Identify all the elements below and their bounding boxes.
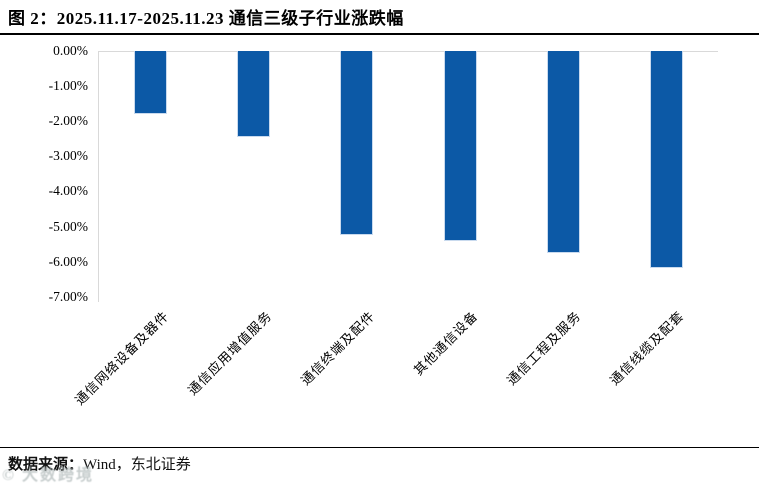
bar: [134, 51, 168, 114]
bar: [237, 51, 271, 138]
bar: [649, 51, 683, 268]
x-category-label: 通信网络设备及器件: [71, 308, 172, 408]
x-category-label: 通信线缆及配套: [607, 308, 688, 389]
y-axis-line: [98, 51, 99, 302]
y-tick-label: -7.00%: [48, 288, 88, 304]
zero-gridline: [99, 51, 718, 52]
title-divider: [0, 33, 759, 35]
footer-divider: [0, 447, 759, 448]
source-value: Wind，东北证券: [83, 457, 191, 473]
x-category-label: 其他通信设备: [410, 308, 481, 379]
bar: [443, 51, 477, 241]
figure-title: 图 2：2025.11.17-2025.11.23 通信三级子行业涨跌幅: [8, 9, 404, 28]
x-category-label: 通信终端及配件: [297, 308, 378, 389]
bar: [340, 51, 374, 235]
y-tick-label: -1.00%: [48, 78, 88, 94]
y-tick-label: -6.00%: [48, 253, 88, 269]
y-tick-label: -3.00%: [48, 148, 88, 164]
x-category-label: 通信工程及服务: [504, 308, 584, 389]
y-tick-label: 0.00%: [53, 43, 88, 58]
y-tick-label: -5.00%: [48, 218, 88, 234]
y-tick-label: -4.00%: [48, 183, 88, 199]
source-label: 数据来源：: [8, 457, 84, 473]
x-category-label: 通信应用增值服务: [184, 308, 275, 398]
source-note: 数据来源：Wind，东北证券: [8, 453, 191, 474]
bar: [546, 51, 580, 254]
y-tick-label: -2.00%: [48, 113, 88, 129]
